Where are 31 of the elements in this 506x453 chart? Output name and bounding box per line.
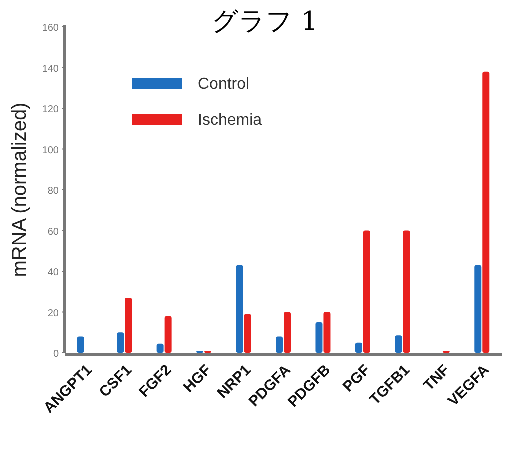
bar (276, 336, 283, 353)
bar (316, 322, 323, 353)
bar (244, 314, 252, 353)
bar (482, 72, 490, 353)
legend-label: Ischemia (198, 112, 262, 129)
bar (156, 344, 164, 353)
bar (236, 265, 244, 353)
y-axis-title: mRNA (normalized) (9, 102, 31, 278)
bar (284, 312, 291, 353)
y-tick-label: 0 (53, 349, 60, 360)
y-tick-label: 60 (48, 226, 60, 238)
bar (363, 230, 370, 353)
x-tick-label: TNF (420, 362, 454, 394)
y-tick-label: 40 (48, 268, 60, 278)
chart-title: グラフ 1 (212, 7, 318, 37)
legend-label: Control (198, 76, 250, 93)
bar (77, 336, 84, 353)
bar (395, 336, 402, 353)
bar (125, 298, 132, 353)
bar (164, 316, 172, 353)
y-tick-label: 160 (42, 23, 60, 34)
bar (474, 265, 482, 353)
bar (403, 230, 410, 353)
y-tick-label: 120 (42, 104, 60, 116)
bar (117, 332, 124, 353)
bar (324, 312, 331, 353)
bar (355, 342, 362, 353)
y-tick-label: 80 (48, 186, 60, 197)
y-tick-label: 20 (48, 308, 60, 320)
y-tick-label: 100 (42, 145, 60, 156)
y-tick-label: 140 (42, 64, 60, 75)
